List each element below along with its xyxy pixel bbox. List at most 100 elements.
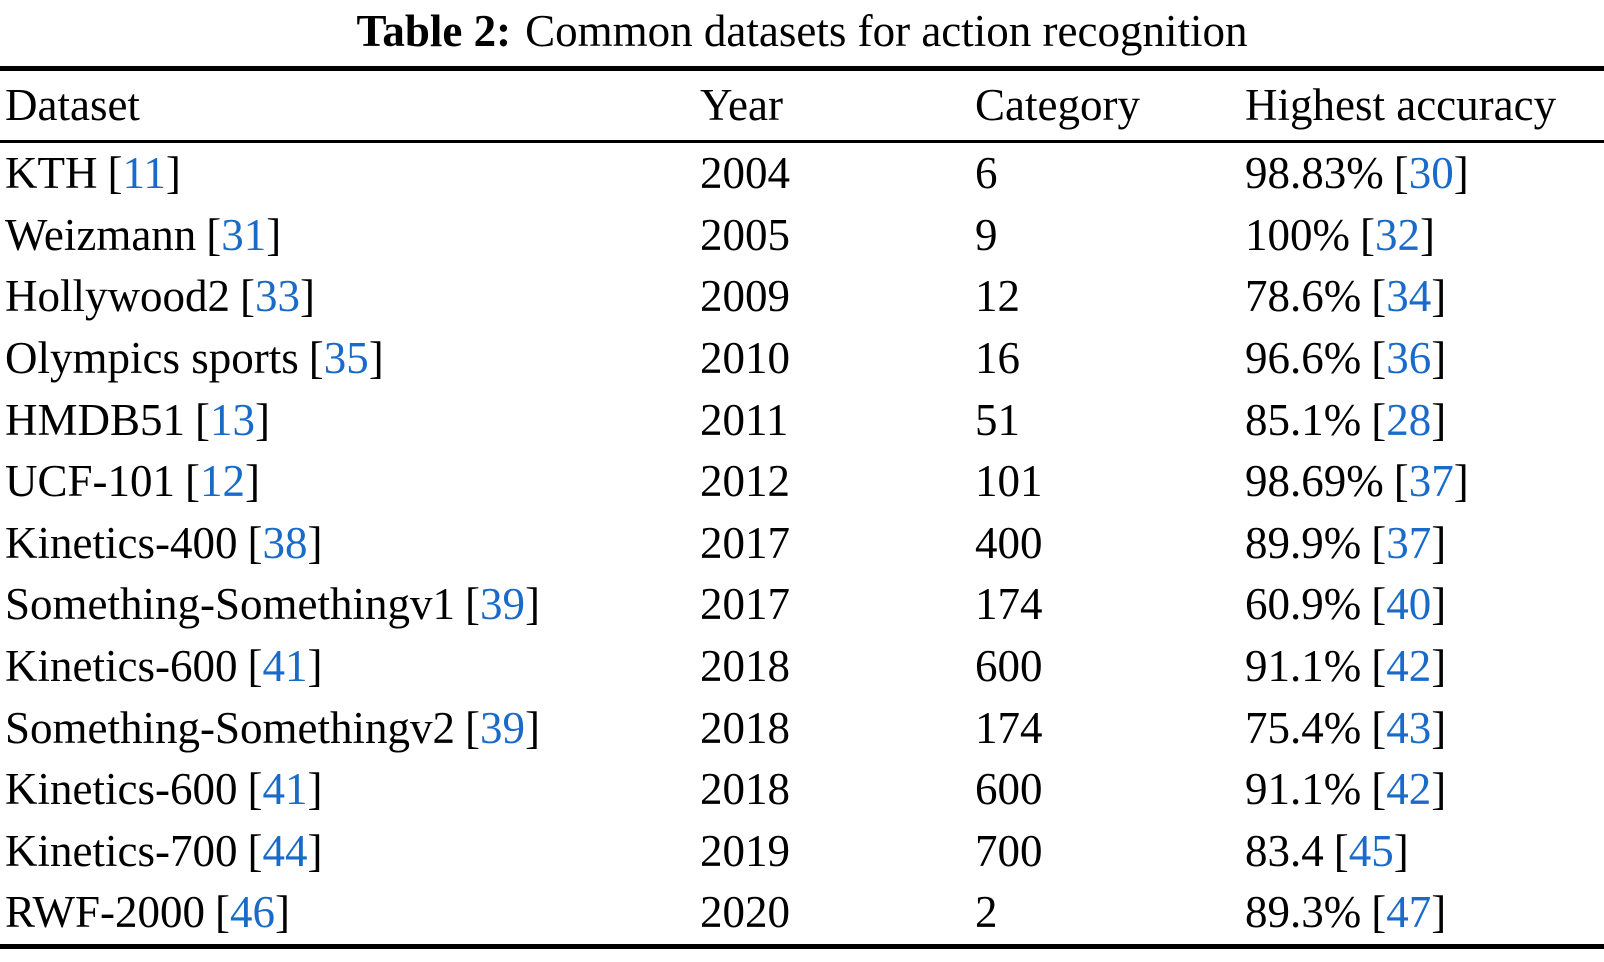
category-cell: 600 — [975, 764, 1043, 815]
dataset-cell: Kinetics-600 41 — [0, 641, 700, 692]
accuracy-value: 98.83% — [1245, 148, 1384, 199]
category-cell: 12 — [975, 271, 1020, 322]
dataset-cell: Weizmann 31 — [0, 210, 700, 260]
category-cell: 400 — [975, 517, 1043, 568]
citation-link[interactable]: 47 — [1386, 887, 1432, 938]
dataset-name: Kinetics-600 — [5, 641, 238, 692]
citation-brackets: 12 — [185, 456, 260, 506]
dataset-cell: Something-Somethingv1 39 — [0, 579, 700, 629]
year-cell: 2005 — [700, 209, 790, 260]
category-cell: 2 — [975, 887, 998, 938]
citation-brackets: 45 — [1334, 826, 1409, 876]
citation-brackets: 38 — [247, 518, 322, 568]
citation-link[interactable]: 39 — [480, 579, 525, 630]
citation-link[interactable]: 41 — [262, 764, 308, 815]
table-row: Hollywood2 33 2009 12 78.6% 34 — [0, 266, 1604, 328]
table-row: KTH 11 2004 6 98.83% 30 — [0, 143, 1604, 205]
year-cell: 2010 — [700, 333, 790, 384]
citation-link[interactable]: 30 — [1408, 148, 1454, 199]
table-row: Kinetics-600 41 2018 600 91.1% 42 — [0, 759, 1604, 821]
citation-link[interactable]: 38 — [262, 517, 308, 568]
dataset-cell: Kinetics-700 44 — [0, 826, 700, 876]
accuracy-cell: 91.1% 42 — [1245, 764, 1604, 814]
dataset-cell: KTH 11 — [0, 148, 700, 199]
accuracy-value: 98.69% — [1245, 456, 1384, 507]
category-cell: 6 — [975, 148, 998, 199]
accuracy-cell: 83.4 45 — [1245, 825, 1604, 876]
year-cell: 2018 — [700, 764, 790, 815]
citation-brackets: 35 — [309, 333, 384, 383]
citation-link[interactable]: 44 — [262, 825, 308, 876]
citation-link[interactable]: 39 — [480, 702, 525, 753]
dataset-name: RWF-2000 — [5, 887, 206, 938]
table-row: Something-Somethingv2 39 2018 174 75.4% 43 — [0, 697, 1604, 759]
category-cell: 16 — [975, 333, 1020, 384]
accuracy-cell: 91.1% 42 — [1245, 641, 1604, 692]
citation-link[interactable]: 40 — [1386, 579, 1432, 630]
citation-link[interactable]: 12 — [200, 456, 246, 507]
citation-brackets: 46 — [215, 887, 290, 937]
citation-brackets: 36 — [1371, 333, 1446, 383]
dataset-name: Kinetics-600 — [5, 764, 238, 815]
accuracy-value: 83.4 — [1245, 825, 1324, 876]
accuracy-value: 91.1% — [1245, 641, 1362, 692]
table-row: Olympics sports 35 2010 16 96.6% 36 — [0, 328, 1604, 390]
dataset-name: Olympics sports — [5, 333, 299, 384]
column-header-dataset: Dataset — [5, 80, 140, 130]
citation-brackets: 30 — [1394, 148, 1469, 198]
citation-brackets: 37 — [1394, 456, 1469, 506]
citation-brackets: 42 — [1371, 764, 1446, 814]
citation-link[interactable]: 31 — [221, 209, 267, 260]
accuracy-cell: 98.69% 37 — [1245, 456, 1604, 507]
dataset-cell: Kinetics-600 41 — [0, 764, 700, 815]
dataset-name: Hollywood2 — [5, 271, 230, 322]
dataset-cell: RWF-2000 46 — [0, 887, 700, 938]
accuracy-cell: 78.6% 34 — [1245, 271, 1604, 322]
table-row: Kinetics-700 44 2019 700 83.4 45 — [0, 821, 1604, 883]
year-cell: 2011 — [700, 394, 789, 445]
accuracy-value: 100% — [1245, 209, 1350, 260]
citation-brackets: 39 — [465, 703, 540, 753]
table-row: Kinetics-400 38 2017 400 89.9% 37 — [0, 513, 1604, 575]
citation-link[interactable]: 43 — [1386, 702, 1432, 753]
citation-link[interactable]: 41 — [262, 641, 308, 692]
column-header-year: Year — [700, 80, 783, 130]
citation-link[interactable]: 11 — [122, 148, 166, 199]
accuracy-value: 89.3% — [1245, 887, 1362, 938]
citation-brackets: 39 — [465, 579, 540, 629]
citation-link[interactable]: 34 — [1386, 271, 1432, 322]
citation-link[interactable]: 42 — [1386, 764, 1432, 815]
citation-brackets: 32 — [1360, 210, 1435, 260]
citation-link[interactable]: 37 — [1408, 456, 1454, 507]
citation-link[interactable]: 45 — [1348, 825, 1394, 876]
accuracy-cell: 96.6% 36 — [1245, 333, 1604, 383]
caption-text: Common datasets for action recognition — [525, 6, 1248, 56]
citation-brackets: 31 — [206, 210, 281, 260]
accuracy-value: 85.1% — [1245, 394, 1362, 445]
citation-link[interactable]: 13 — [210, 394, 256, 445]
citation-link[interactable]: 46 — [230, 887, 276, 938]
dataset-name: KTH — [5, 148, 98, 199]
citation-link[interactable]: 42 — [1386, 641, 1432, 692]
accuracy-cell: 85.1% 28 — [1245, 394, 1604, 445]
table-row: UCF-101 12 2012 101 98.69% 37 — [0, 451, 1604, 513]
accuracy-value: 89.9% — [1245, 517, 1362, 568]
table-body: KTH 11 2004 6 98.83% 30 Weizmann 31 2005 9 … — [0, 143, 1604, 944]
table-row: Something-Somethingv1 39 2017 174 60.9% 40 — [0, 574, 1604, 636]
citation-link[interactable]: 35 — [323, 333, 369, 384]
dataset-cell: UCF-101 12 — [0, 456, 700, 506]
citation-link[interactable]: 32 — [1375, 209, 1420, 260]
citation-link[interactable]: 36 — [1386, 333, 1432, 384]
accuracy-value: 60.9% — [1245, 579, 1362, 630]
accuracy-cell: 89.9% 37 — [1245, 517, 1604, 568]
citation-brackets: 44 — [247, 826, 322, 876]
citation-link[interactable]: 33 — [255, 271, 300, 322]
accuracy-cell: 100% 32 — [1245, 209, 1604, 260]
citation-link[interactable]: 28 — [1386, 394, 1432, 445]
year-cell: 2004 — [700, 148, 790, 199]
citation-link[interactable]: 37 — [1386, 517, 1432, 568]
table-header-row: Dataset Year Category Highest accuracy — [0, 71, 1604, 143]
accuracy-cell: 98.83% 30 — [1245, 148, 1604, 199]
year-cell: 2018 — [700, 702, 790, 753]
